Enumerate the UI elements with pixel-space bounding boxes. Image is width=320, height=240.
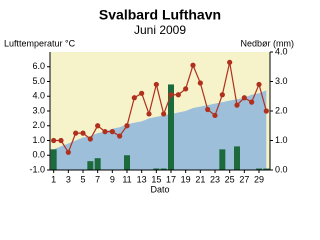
temperature-point — [183, 86, 189, 92]
y-axis-title: Lufttemperatur °C — [4, 38, 76, 48]
y2-tick-label: 0.0 — [275, 164, 288, 174]
precip-bar — [94, 158, 101, 170]
temperature-point — [65, 149, 71, 155]
precip-bar — [263, 168, 270, 170]
temperature-point — [241, 95, 247, 101]
y-tick-label: 5.0 — [32, 76, 45, 86]
temperature-point — [249, 99, 255, 105]
y2-tick-label: 2.0 — [275, 105, 288, 115]
temperature-point — [153, 81, 159, 88]
temperature-point — [80, 130, 86, 136]
precip-bar — [160, 168, 167, 170]
temperature-point — [124, 123, 130, 129]
x-tick-label: 5 — [80, 174, 85, 184]
temperature-point — [256, 81, 262, 88]
temperature-point — [227, 59, 233, 65]
y-tick-label: 2.0 — [32, 120, 45, 130]
normal-area — [53, 90, 267, 170]
x-tick-label: 11 — [122, 174, 131, 184]
temperature-point — [234, 102, 240, 108]
temperature-point — [175, 92, 181, 98]
chart: Svalbard Lufthavn Juni 2009 Lufttemperat… — [4, 7, 295, 195]
temperature-point — [205, 106, 211, 113]
y-tick-label: 1.0 — [32, 135, 45, 145]
temperature-point — [219, 92, 225, 98]
temperature-point — [117, 133, 123, 139]
x-tick-label: 1 — [51, 174, 56, 184]
precip-bar — [219, 149, 226, 170]
y2-tick-label: 1.0 — [275, 135, 288, 145]
precip-bar — [124, 155, 130, 170]
temperature-point — [102, 129, 108, 135]
x-tick-label: 15 — [151, 174, 161, 184]
x-tick-label: 27 — [239, 174, 249, 184]
temperature-point — [168, 92, 174, 98]
x-tick-label: 19 — [181, 174, 191, 184]
temperature-point — [146, 111, 152, 117]
x-tick-label: 17 — [166, 174, 176, 184]
precip-bar — [256, 168, 262, 170]
x-axis-title: Dato — [150, 184, 169, 194]
chart-subtitle: Juni 2009 — [134, 23, 186, 37]
precip-bar — [87, 161, 94, 170]
y-tick-label: 0.0 — [32, 150, 45, 160]
y2-axis-title: Nedbør (mm) — [241, 38, 295, 48]
temperature-point — [139, 90, 145, 96]
temperature-point — [161, 111, 167, 117]
temperature-point — [58, 137, 64, 144]
temperature-point — [190, 62, 196, 68]
precip-bar — [153, 168, 160, 170]
x-tick-label: 3 — [66, 174, 71, 184]
temperature-point — [73, 130, 79, 136]
temperature-point — [212, 112, 218, 119]
x-tick-label: 13 — [137, 174, 147, 184]
x-tick-label: 29 — [254, 174, 264, 184]
y-tick-label: -1.0 — [29, 164, 45, 174]
y-tick-label: 3.0 — [32, 105, 45, 115]
temperature-point — [95, 123, 101, 129]
temperature-point — [197, 80, 203, 86]
temperature-point — [51, 137, 57, 144]
temperature-point — [87, 136, 93, 142]
x-tick-label: 7 — [95, 174, 100, 184]
precip-bar — [168, 84, 174, 170]
y-tick-label: 4.0 — [32, 91, 45, 101]
y2-tick-label: 3.0 — [275, 76, 288, 86]
x-tick-label: 25 — [225, 174, 235, 184]
y-tick-label: 6.0 — [32, 61, 45, 71]
precip-bar — [234, 146, 240, 170]
temperature-point — [131, 95, 137, 101]
x-tick-label: 21 — [195, 174, 205, 184]
x-tick-label: 23 — [210, 174, 220, 184]
x-tick-label: 9 — [110, 174, 115, 184]
chart-title: Svalbard Lufthavn — [99, 7, 221, 23]
temperature-point — [109, 129, 115, 135]
precip-bar — [50, 149, 57, 170]
temperature-point — [263, 108, 269, 114]
y2-tick-label: 4.0 — [275, 46, 288, 56]
